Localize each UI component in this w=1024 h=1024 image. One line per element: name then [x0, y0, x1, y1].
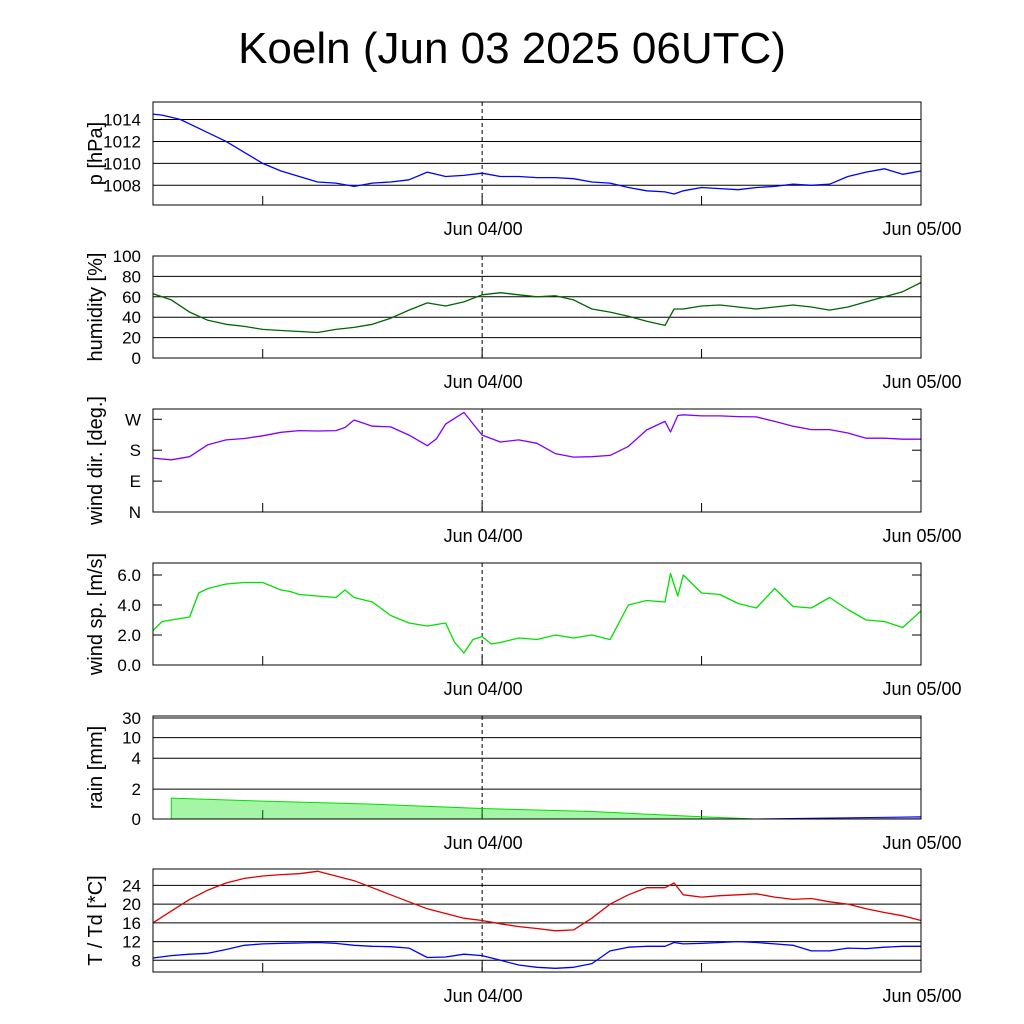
humidity-ytick-label: 60 — [122, 288, 141, 307]
rain-frame — [152, 715, 922, 820]
wind-speed-ytick-label: 6.0 — [117, 566, 141, 585]
rain-time-label: Jun 05/00 — [882, 833, 961, 853]
rain-ytick-label: 4 — [132, 749, 141, 768]
temperature-ytick-label: 16 — [122, 914, 141, 933]
wind-speed-ytick-label: 4.0 — [117, 596, 141, 615]
pressure-frame — [152, 101, 922, 206]
pressure-ytick-label: 1008 — [103, 176, 141, 195]
rain-ytick-label: 10 — [122, 729, 141, 748]
temperature-ytick-label: 8 — [132, 951, 141, 970]
temperature-time-label: Jun 04/00 — [444, 986, 523, 1006]
pressure-ytick-label: 1012 — [103, 132, 141, 151]
rain-ytick-label: 0 — [132, 810, 141, 829]
wind-speed-time-label: Jun 05/00 — [882, 679, 961, 699]
wind-direction-time-label: Jun 05/00 — [882, 526, 961, 546]
wind-speed-ytick-label: 0.0 — [117, 656, 141, 675]
humidity-ytick-label: 80 — [122, 267, 141, 286]
wind-direction-time-label: Jun 04/00 — [444, 526, 523, 546]
temperature-ylabel: T / Td [*C] — [85, 875, 107, 965]
wind-speed-time-label: Jun 04/00 — [444, 679, 523, 699]
pressure-time-label: Jun 05/00 — [882, 219, 961, 239]
rain-series-1-line — [170, 797, 757, 820]
wind-direction-series-1-line — [152, 411, 921, 461]
temperature-ytick-label: 24 — [122, 876, 141, 895]
temperature-time-label: Jun 05/00 — [882, 986, 961, 1006]
wind-direction-frame — [152, 408, 922, 513]
temperature-series-1-line — [152, 870, 922, 932]
temperature-frame — [152, 868, 922, 973]
humidity-time-label: Jun 04/00 — [444, 372, 523, 392]
wind-speed-ylabel: wind sp. [m/s] — [85, 553, 107, 676]
wind-direction-ytick-label: E — [130, 472, 141, 491]
wind-direction-ylabel: wind dir. [deg.] — [85, 396, 107, 526]
temperature-series-2-line — [152, 940, 921, 969]
humidity-time-label: Jun 05/00 — [882, 372, 961, 392]
temperature-ytick-label: 12 — [122, 933, 141, 952]
humidity-ytick-label: 20 — [122, 329, 141, 348]
pressure-ytick-label: 1014 — [103, 111, 141, 130]
humidity-ytick-label: 100 — [113, 247, 141, 266]
humidity-ytick-label: 0 — [132, 349, 141, 368]
humidity-ytick-label: 40 — [122, 308, 141, 327]
wind-speed-frame — [152, 562, 922, 666]
pressure-ytick-label: 1010 — [103, 154, 141, 173]
pressure-ylabel: p [hPa] — [85, 122, 107, 185]
wind-speed-series-1-line — [152, 572, 922, 654]
humidity-series-1-line — [152, 281, 922, 334]
humidity-ylabel: humidity [%] — [85, 253, 107, 362]
wind-direction-ytick-label: S — [130, 441, 141, 460]
wind-direction-ytick-label: W — [125, 410, 141, 429]
rain-ylabel: rain [mm] — [85, 726, 107, 809]
wind-direction-ytick-label: N — [129, 503, 141, 522]
rain-ytick-label: 2 — [132, 780, 141, 799]
rain-time-label: Jun 04/00 — [444, 833, 523, 853]
wind-speed-ytick-label: 2.0 — [117, 626, 141, 645]
pressure-time-label: Jun 04/00 — [444, 219, 523, 239]
humidity-frame — [152, 255, 922, 359]
pressure-series-1-line — [152, 113, 922, 195]
chart-title: Koeln (Jun 03 2025 06UTC) — [238, 24, 786, 73]
temperature-ytick-label: 20 — [122, 895, 141, 914]
rain-ytick-label: 30 — [122, 709, 141, 728]
